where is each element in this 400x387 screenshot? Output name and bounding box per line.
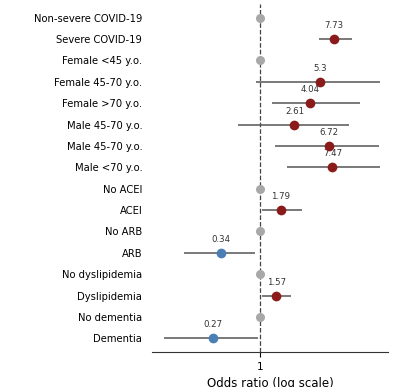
Text: 7.47: 7.47 xyxy=(323,149,342,158)
Text: 4.04: 4.04 xyxy=(301,85,320,94)
Text: 0.34: 0.34 xyxy=(212,235,231,244)
Text: 7.73: 7.73 xyxy=(324,21,343,30)
Text: 2.61: 2.61 xyxy=(285,107,304,116)
X-axis label: Odds ratio (log scale): Odds ratio (log scale) xyxy=(207,377,333,387)
Text: 1.57: 1.57 xyxy=(267,277,286,286)
Text: 0.27: 0.27 xyxy=(203,320,222,329)
Text: 5.3: 5.3 xyxy=(313,64,327,73)
Text: 6.72: 6.72 xyxy=(319,128,338,137)
Text: 1.79: 1.79 xyxy=(271,192,290,201)
